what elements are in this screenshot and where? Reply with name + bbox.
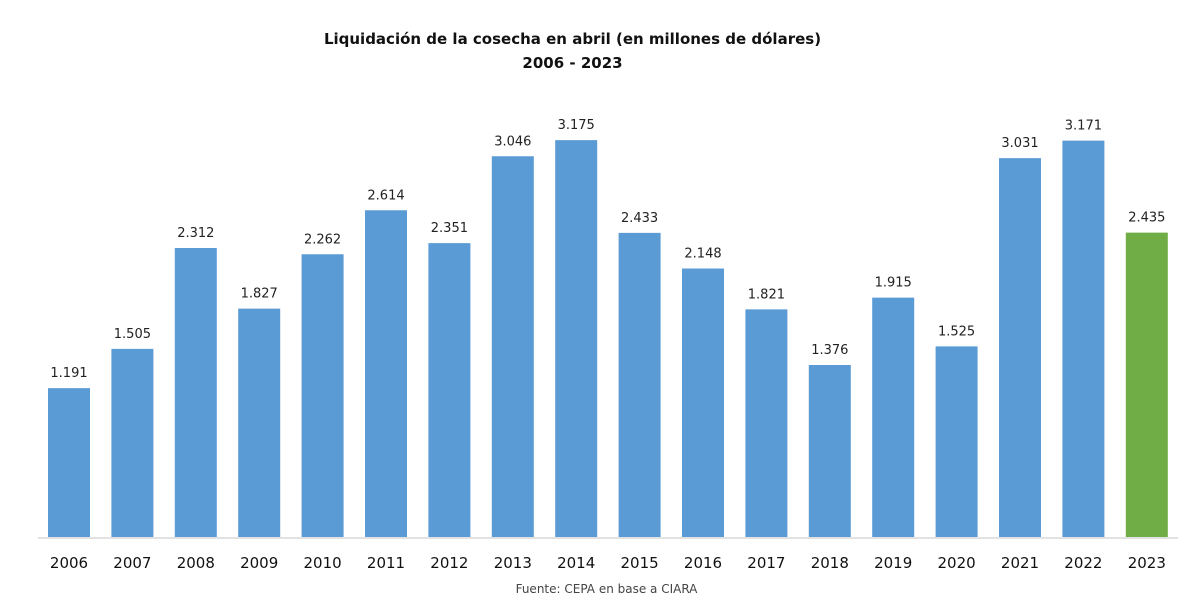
source-note: Fuente: CEPA en base a CIARA — [515, 582, 698, 596]
x-tick-label-2014: 2014 — [557, 554, 595, 572]
data-label-2011: 2.614 — [367, 188, 404, 203]
data-label-2017: 1.821 — [748, 287, 785, 302]
data-label-2009: 1.827 — [241, 287, 278, 302]
x-tick-label-2009: 2009 — [240, 554, 278, 572]
x-tick-label-2017: 2017 — [747, 554, 785, 572]
data-label-2012: 2.351 — [431, 221, 468, 236]
data-label-2006: 1.191 — [50, 366, 87, 381]
bar-2015 — [618, 232, 661, 537]
chart-subtitle: 2006 - 2023 — [522, 54, 623, 72]
x-tick-label-2006: 2006 — [50, 554, 88, 572]
bar-2008 — [174, 248, 217, 537]
bar-2011 — [365, 210, 407, 537]
data-label-2014: 3.175 — [558, 118, 595, 133]
data-label-2023: 2.435 — [1128, 211, 1165, 226]
bar-2021 — [999, 158, 1041, 537]
x-tick-label-2018: 2018 — [811, 554, 849, 572]
data-label-2008: 2.312 — [177, 226, 214, 241]
bar-2023 — [1125, 232, 1168, 537]
data-label-2015: 2.433 — [621, 211, 658, 226]
bar-2016 — [682, 268, 724, 537]
data-label-2019: 1.915 — [875, 276, 912, 291]
data-label-2022: 3.171 — [1065, 119, 1102, 134]
bar-2018 — [808, 365, 851, 537]
x-tick-label-2016: 2016 — [684, 554, 722, 572]
data-label-2007: 1.505 — [114, 327, 151, 342]
bar-2007 — [111, 348, 154, 537]
data-label-2021: 3.031 — [1001, 136, 1038, 151]
x-tick-label-2010: 2010 — [304, 554, 342, 572]
bar-2010 — [301, 254, 344, 537]
x-tick-label-2023: 2023 — [1128, 554, 1166, 572]
bar-2006 — [48, 388, 90, 537]
x-tick-label-2012: 2012 — [430, 554, 468, 572]
x-tick-label-2013: 2013 — [494, 554, 532, 572]
bar-2020 — [935, 346, 978, 537]
data-label-2018: 1.376 — [811, 343, 848, 358]
bar-2022 — [1062, 140, 1105, 537]
bar-2019 — [872, 297, 915, 537]
data-label-2016: 2.148 — [684, 247, 721, 262]
bar-2009 — [238, 308, 281, 537]
data-label-2013: 3.046 — [494, 134, 531, 149]
x-tick-label-2007: 2007 — [113, 554, 151, 572]
x-tick-label-2020: 2020 — [938, 554, 976, 572]
x-tick-label-2008: 2008 — [177, 554, 215, 572]
data-label-2020: 1.525 — [938, 324, 975, 339]
chart-title: Liquidación de la cosecha en abril (en m… — [323, 30, 822, 48]
x-tick-label-2022: 2022 — [1064, 554, 1102, 572]
x-tick-label-2011: 2011 — [367, 554, 405, 572]
bar-2014 — [555, 140, 598, 537]
bar-2013 — [491, 156, 534, 537]
x-tick-label-2019: 2019 — [874, 554, 912, 572]
bar-2017 — [745, 309, 788, 537]
x-tick-label-2015: 2015 — [621, 554, 659, 572]
x-tick-label-2021: 2021 — [1001, 554, 1039, 572]
data-label-2010: 2.262 — [304, 232, 341, 247]
bar-2012 — [428, 243, 471, 537]
